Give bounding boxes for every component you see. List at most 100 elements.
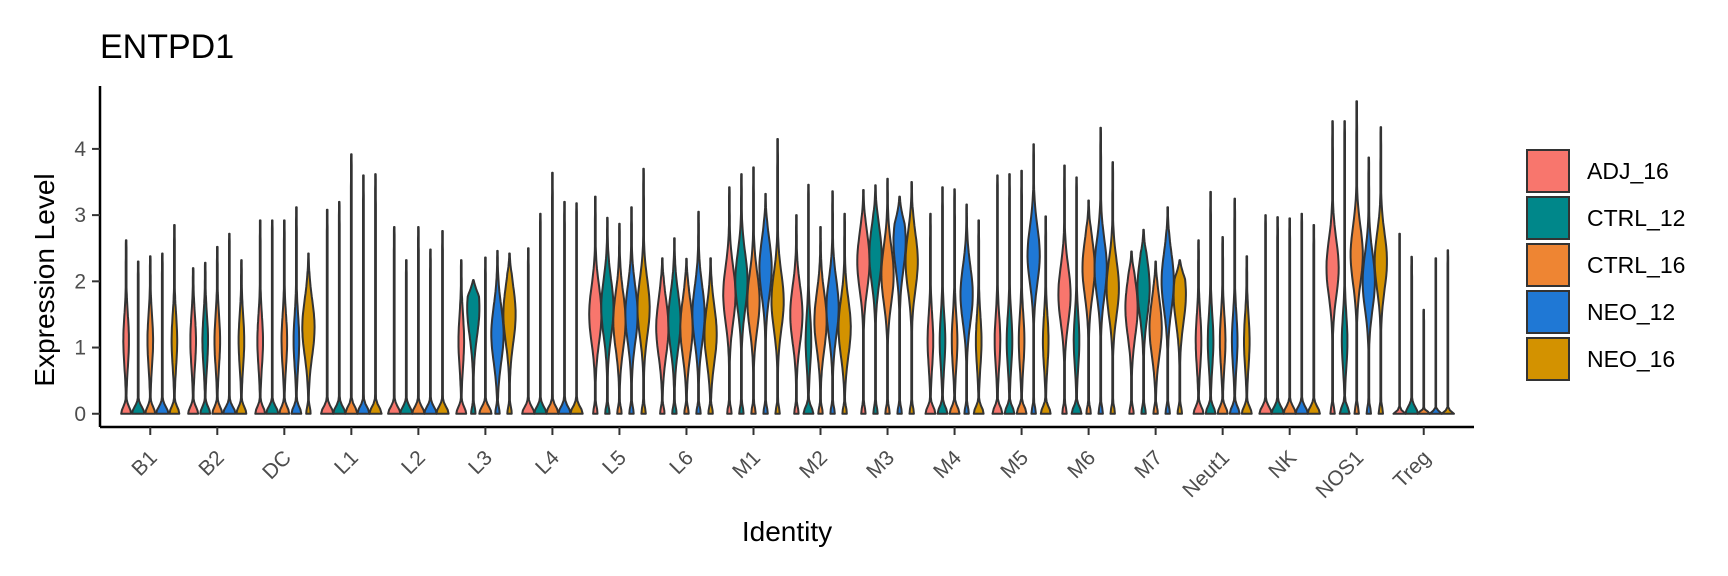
x-axis: B1 B2 DC L1 L2 L3 L4 L5 L6 M1 M2 M3 M4 M5 M6 M7 Neut1 NK N… <box>100 425 1474 503</box>
y-axis-title: Expression Level <box>29 173 60 386</box>
violin-m1-adj-16 <box>722 186 737 415</box>
violin-nk-adj-16 <box>1258 214 1273 415</box>
violin-l1-adj-16 <box>320 208 335 415</box>
violin-l5-adj-16 <box>588 195 603 415</box>
violin-m5-adj-16 <box>991 174 1004 415</box>
violin-l5-ctrl-12 <box>600 216 615 415</box>
violin-dc-ctrl-16 <box>278 219 291 415</box>
violin-dc-neo-12 <box>290 206 303 415</box>
violin-treg-neo-12 <box>1428 257 1443 415</box>
y-tick-label-2: 2 <box>74 270 86 293</box>
violin-m2-neo-16 <box>837 212 852 415</box>
legend-key-ctrl-12 <box>1526 196 1570 240</box>
violin-m4-neo-16 <box>972 219 985 415</box>
violin-m3-neo-16 <box>904 181 919 415</box>
violin-l5-ctrl-16 <box>612 222 627 415</box>
violin-l6-adj-16 <box>655 257 670 415</box>
violin-l5-neo-12 <box>624 206 639 415</box>
violin-b2-neo-12 <box>222 232 237 415</box>
violin-l4-ctrl-16 <box>545 171 560 415</box>
violin-b2-neo-16 <box>235 259 248 415</box>
violin-m5-neo-16 <box>1039 215 1052 415</box>
violin-m4-adj-16 <box>924 212 937 415</box>
violin-b1-neo-16 <box>168 224 181 415</box>
violin-m5-neo-12 <box>1026 143 1041 415</box>
violin-l6-neo-16 <box>703 257 718 415</box>
legend-key-neo-16 <box>1526 337 1570 381</box>
x-tick-label-m4: M4 <box>929 446 966 483</box>
x-tick-label-m5: M5 <box>996 446 1033 483</box>
violin-dc-ctrl-12 <box>265 219 280 415</box>
violin-b1-ctrl-16 <box>144 255 157 415</box>
violin-l2-neo-12 <box>423 248 438 415</box>
violin-m7-ctrl-12 <box>1136 228 1151 415</box>
violin-m2-neo-12 <box>825 190 840 415</box>
legend-key-ctrl-16 <box>1526 243 1570 287</box>
violin-treg-adj-16 <box>1392 232 1407 415</box>
violin-m7-neo-16 <box>1172 259 1187 415</box>
legend-label-ctrl-16: CTRL_16 <box>1587 252 1685 278</box>
x-tick-label-m6: M6 <box>1063 446 1100 483</box>
violin-l3-ctrl-16 <box>478 256 493 415</box>
violin-m5-ctrl-12 <box>1003 173 1016 415</box>
x-tick-label-l3: L3 <box>464 446 497 479</box>
violin-b1-ctrl-12 <box>131 260 146 415</box>
x-tick-label-l1: L1 <box>330 446 363 479</box>
violin-treg-ctrl-12 <box>1404 255 1419 415</box>
violin-m2-adj-16 <box>789 214 804 415</box>
violin-l3-ctrl-12 <box>466 279 481 415</box>
legend: ADJ_16 CTRL_12 CTRL_16 NEO_12 NEO_16 <box>1526 149 1685 381</box>
violin-m6-neo-12 <box>1093 126 1108 415</box>
violin-nos1-ctrl-12 <box>1338 120 1351 415</box>
violin-l1-ctrl-12 <box>332 200 347 415</box>
y-tick-label-4: 4 <box>74 138 86 161</box>
violin-neut1-ctrl-16 <box>1216 236 1229 415</box>
violin-dc-neo-16 <box>301 252 316 415</box>
violin-l1-neo-16 <box>368 173 383 415</box>
chart-title: ENTPD1 <box>100 28 234 66</box>
violin-m4-ctrl-16 <box>948 188 961 415</box>
violin-l4-neo-16 <box>569 202 584 415</box>
violin-l2-adj-16 <box>387 226 402 415</box>
x-tick-label-l6: L6 <box>665 446 698 479</box>
y-tick-label-0: 0 <box>74 403 86 426</box>
x-axis-title: Identity <box>742 516 832 547</box>
violin-m6-neo-16 <box>1105 161 1120 415</box>
violin-m1-neo-12 <box>758 192 773 415</box>
violin-l4-neo-12 <box>557 200 572 415</box>
violin-m6-ctrl-12 <box>1070 176 1083 415</box>
violin-l4-ctrl-12 <box>533 212 548 415</box>
violin-m1-ctrl-16 <box>746 166 761 415</box>
x-tick-label-m1: M1 <box>728 446 765 483</box>
y-axis: 0 1 2 3 4 <box>74 86 102 427</box>
x-tick-label-b1: B1 <box>127 446 161 480</box>
x-tick-label-m7: M7 <box>1130 446 1167 483</box>
violin-m6-adj-16 <box>1057 164 1072 415</box>
violin-l2-ctrl-16 <box>411 226 426 415</box>
x-tick-label-b2: B2 <box>194 446 228 480</box>
violin-m6-ctrl-16 <box>1081 199 1096 415</box>
violin-b1-neo-12 <box>155 252 170 415</box>
violin-l1-ctrl-16 <box>344 153 359 415</box>
violin-l3-neo-16 <box>502 252 517 415</box>
violin-nos1-ctrl-16 <box>1349 100 1364 415</box>
violin-m4-ctrl-12 <box>936 186 949 415</box>
violin-nos1-neo-16 <box>1373 126 1388 415</box>
violin-l2-neo-16 <box>435 230 450 415</box>
legend-key-neo-12 <box>1526 290 1570 334</box>
legend-label-adj-16: ADJ_16 <box>1587 158 1669 184</box>
violin-neut1-neo-16 <box>1240 255 1253 415</box>
violin-treg-neo-16 <box>1440 249 1455 415</box>
violin-nos1-neo-12 <box>1361 156 1376 415</box>
violin-m3-adj-16 <box>856 189 871 415</box>
violin-m7-ctrl-16 <box>1148 260 1163 415</box>
violin-treg-ctrl-16 <box>1416 308 1431 415</box>
violin-m3-ctrl-16 <box>880 177 895 415</box>
legend-label-ctrl-12: CTRL_12 <box>1587 205 1685 231</box>
violin-m5-ctrl-16 <box>1015 169 1028 415</box>
violin-nk-neo-12 <box>1294 212 1309 415</box>
violin-nk-neo-16 <box>1306 224 1321 415</box>
violin-m1-ctrl-12 <box>734 173 749 415</box>
violin-l2-ctrl-12 <box>399 259 414 415</box>
x-tick-label-m3: M3 <box>862 446 899 483</box>
